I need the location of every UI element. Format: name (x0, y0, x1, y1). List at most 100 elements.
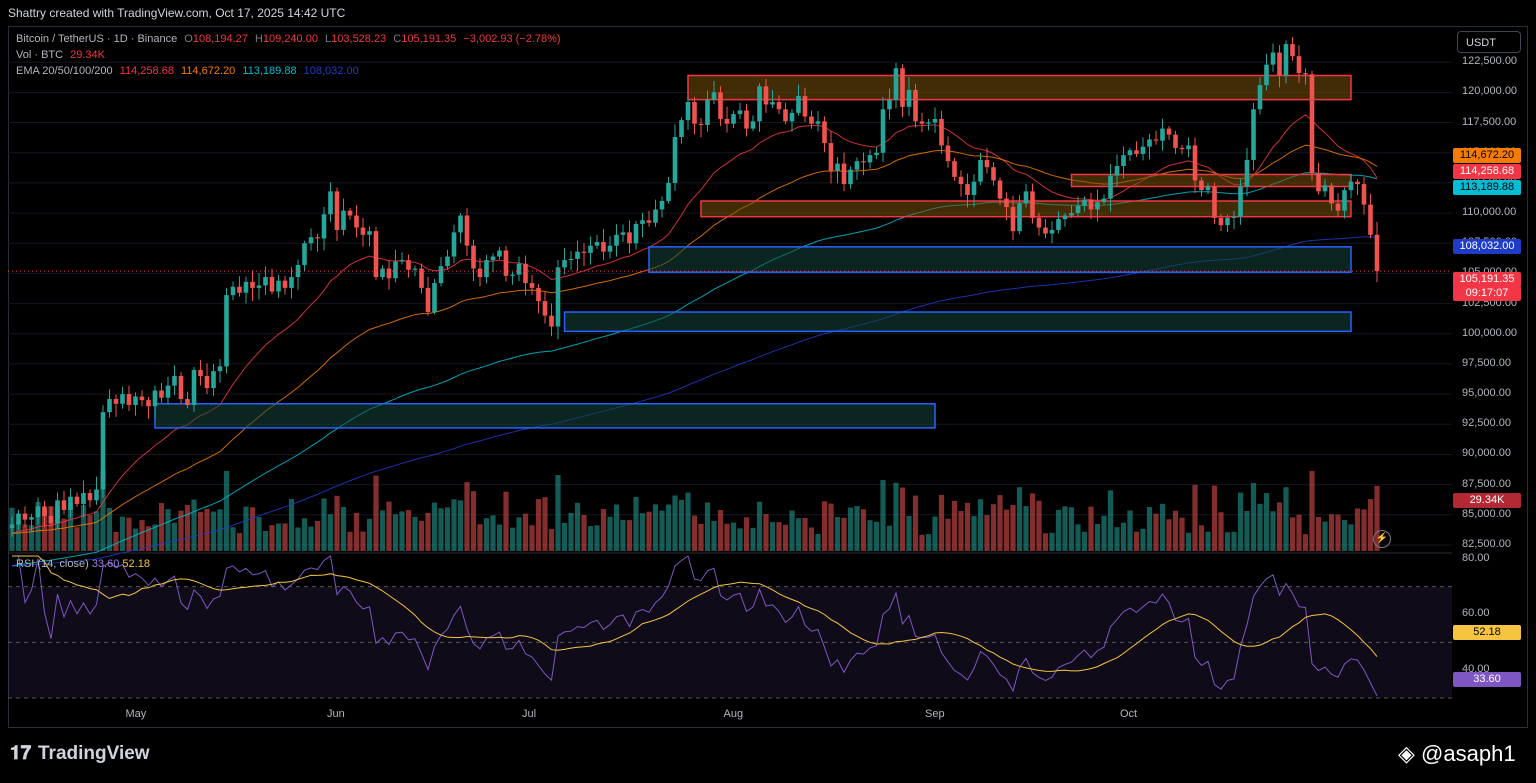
candle-body (152, 390, 158, 407)
candle (1023, 183, 1029, 208)
volume-bar (1348, 524, 1354, 551)
rsi-ma-value: 52.18 (122, 558, 150, 570)
volume-bar (548, 528, 555, 551)
candle-body (542, 301, 548, 316)
candle-body (256, 285, 262, 288)
candle-body (984, 159, 990, 168)
volume-bar (1042, 533, 1049, 551)
candle-body (1101, 198, 1107, 203)
volume-bar (873, 521, 880, 551)
candle (1348, 174, 1354, 199)
candle (1088, 192, 1094, 220)
candle-body (490, 256, 496, 261)
candle-body (503, 250, 509, 276)
candle-body (263, 277, 268, 286)
volume-bar (1263, 493, 1270, 551)
candle-body (399, 260, 405, 262)
candle-body (958, 176, 964, 185)
volume-bar (1218, 512, 1224, 551)
volume-bar (665, 504, 672, 551)
candle-body (185, 398, 190, 405)
volume-bar (522, 513, 529, 551)
candle-body (1309, 74, 1315, 174)
volume-bar (1302, 534, 1309, 551)
chart-frame (8, 26, 1528, 728)
volume-bar (698, 523, 704, 551)
candle-body (230, 286, 236, 296)
tradingview-logo[interactable]: 𝟏𝟕 TradingView (10, 743, 150, 765)
volume-bar (1244, 510, 1250, 551)
candle-body (217, 366, 223, 372)
candle-body (425, 287, 431, 313)
volume-bar (509, 527, 516, 551)
ema50-badge: 114,672.20 (1453, 148, 1521, 163)
price-tick: 97,500.00 (1462, 356, 1511, 369)
candle-body (42, 506, 47, 516)
rsi-legend[interactable]: RSI (14, close) 33.60 52.18 (16, 558, 150, 570)
ema20-value: 114,258.68 (119, 65, 174, 77)
volume-bar (353, 513, 360, 551)
candle-body (328, 191, 333, 215)
candle (692, 97, 697, 135)
candle-body (659, 201, 665, 210)
candle (581, 243, 587, 267)
candle-body (113, 398, 119, 404)
symbol-legend[interactable]: Bitcoin / TetherUS · 1D · Binance O108,1… (16, 33, 565, 45)
candle-body (594, 242, 600, 246)
volume-bar (704, 502, 711, 551)
candle (198, 360, 203, 386)
candle (802, 87, 808, 122)
candle (295, 259, 301, 290)
volume-legend[interactable]: Vol · BTC 29.34K (16, 49, 109, 61)
candle (887, 88, 892, 120)
flash-icon[interactable]: ⚡ (1373, 530, 1391, 548)
candle (705, 90, 710, 132)
volume-bar (132, 528, 139, 551)
candle (1335, 193, 1341, 217)
volume-bar (1016, 487, 1023, 551)
candle (750, 115, 756, 132)
candle (367, 226, 372, 247)
candle (250, 270, 255, 301)
candle (737, 102, 743, 120)
candle (1049, 221, 1055, 244)
volume-bar (1055, 509, 1062, 551)
candle (549, 303, 554, 337)
rsi-line (12, 555, 1378, 697)
candle (1095, 189, 1100, 222)
candle-body (874, 152, 879, 156)
volume-bar (1211, 485, 1218, 551)
volume-bar (938, 494, 945, 551)
volume-bar (789, 510, 795, 551)
candle (1101, 194, 1107, 205)
candle-body (315, 237, 320, 239)
volume-bar (802, 517, 808, 551)
candle-body (178, 376, 184, 399)
candle (607, 236, 613, 259)
candle (1322, 178, 1328, 197)
volume-bar (724, 523, 730, 551)
ema-legend[interactable]: EMA 20/50/100/200 114,258.68 114,672.20 … (16, 65, 363, 77)
price-chart[interactable] (8, 26, 1452, 728)
candle (425, 276, 431, 316)
candle-body (607, 245, 613, 252)
candle-body (906, 89, 912, 107)
volume-bar (633, 496, 639, 551)
volume-bar (1257, 503, 1263, 551)
candle (152, 385, 158, 419)
candle-body (445, 256, 450, 267)
volume-bar (1270, 511, 1276, 551)
candle-body (789, 112, 795, 122)
volume-bar (1198, 525, 1205, 551)
candle-body (412, 268, 418, 270)
candle (81, 480, 86, 517)
candle (341, 198, 346, 236)
candle (711, 80, 717, 104)
candle (1283, 40, 1289, 84)
candle-body (419, 268, 424, 288)
rsi-ma-line (12, 555, 1378, 672)
candle-body (295, 264, 301, 278)
volume-bar (841, 517, 847, 551)
volume-bar (867, 520, 873, 551)
currency-button[interactable]: USDT (1457, 31, 1521, 53)
